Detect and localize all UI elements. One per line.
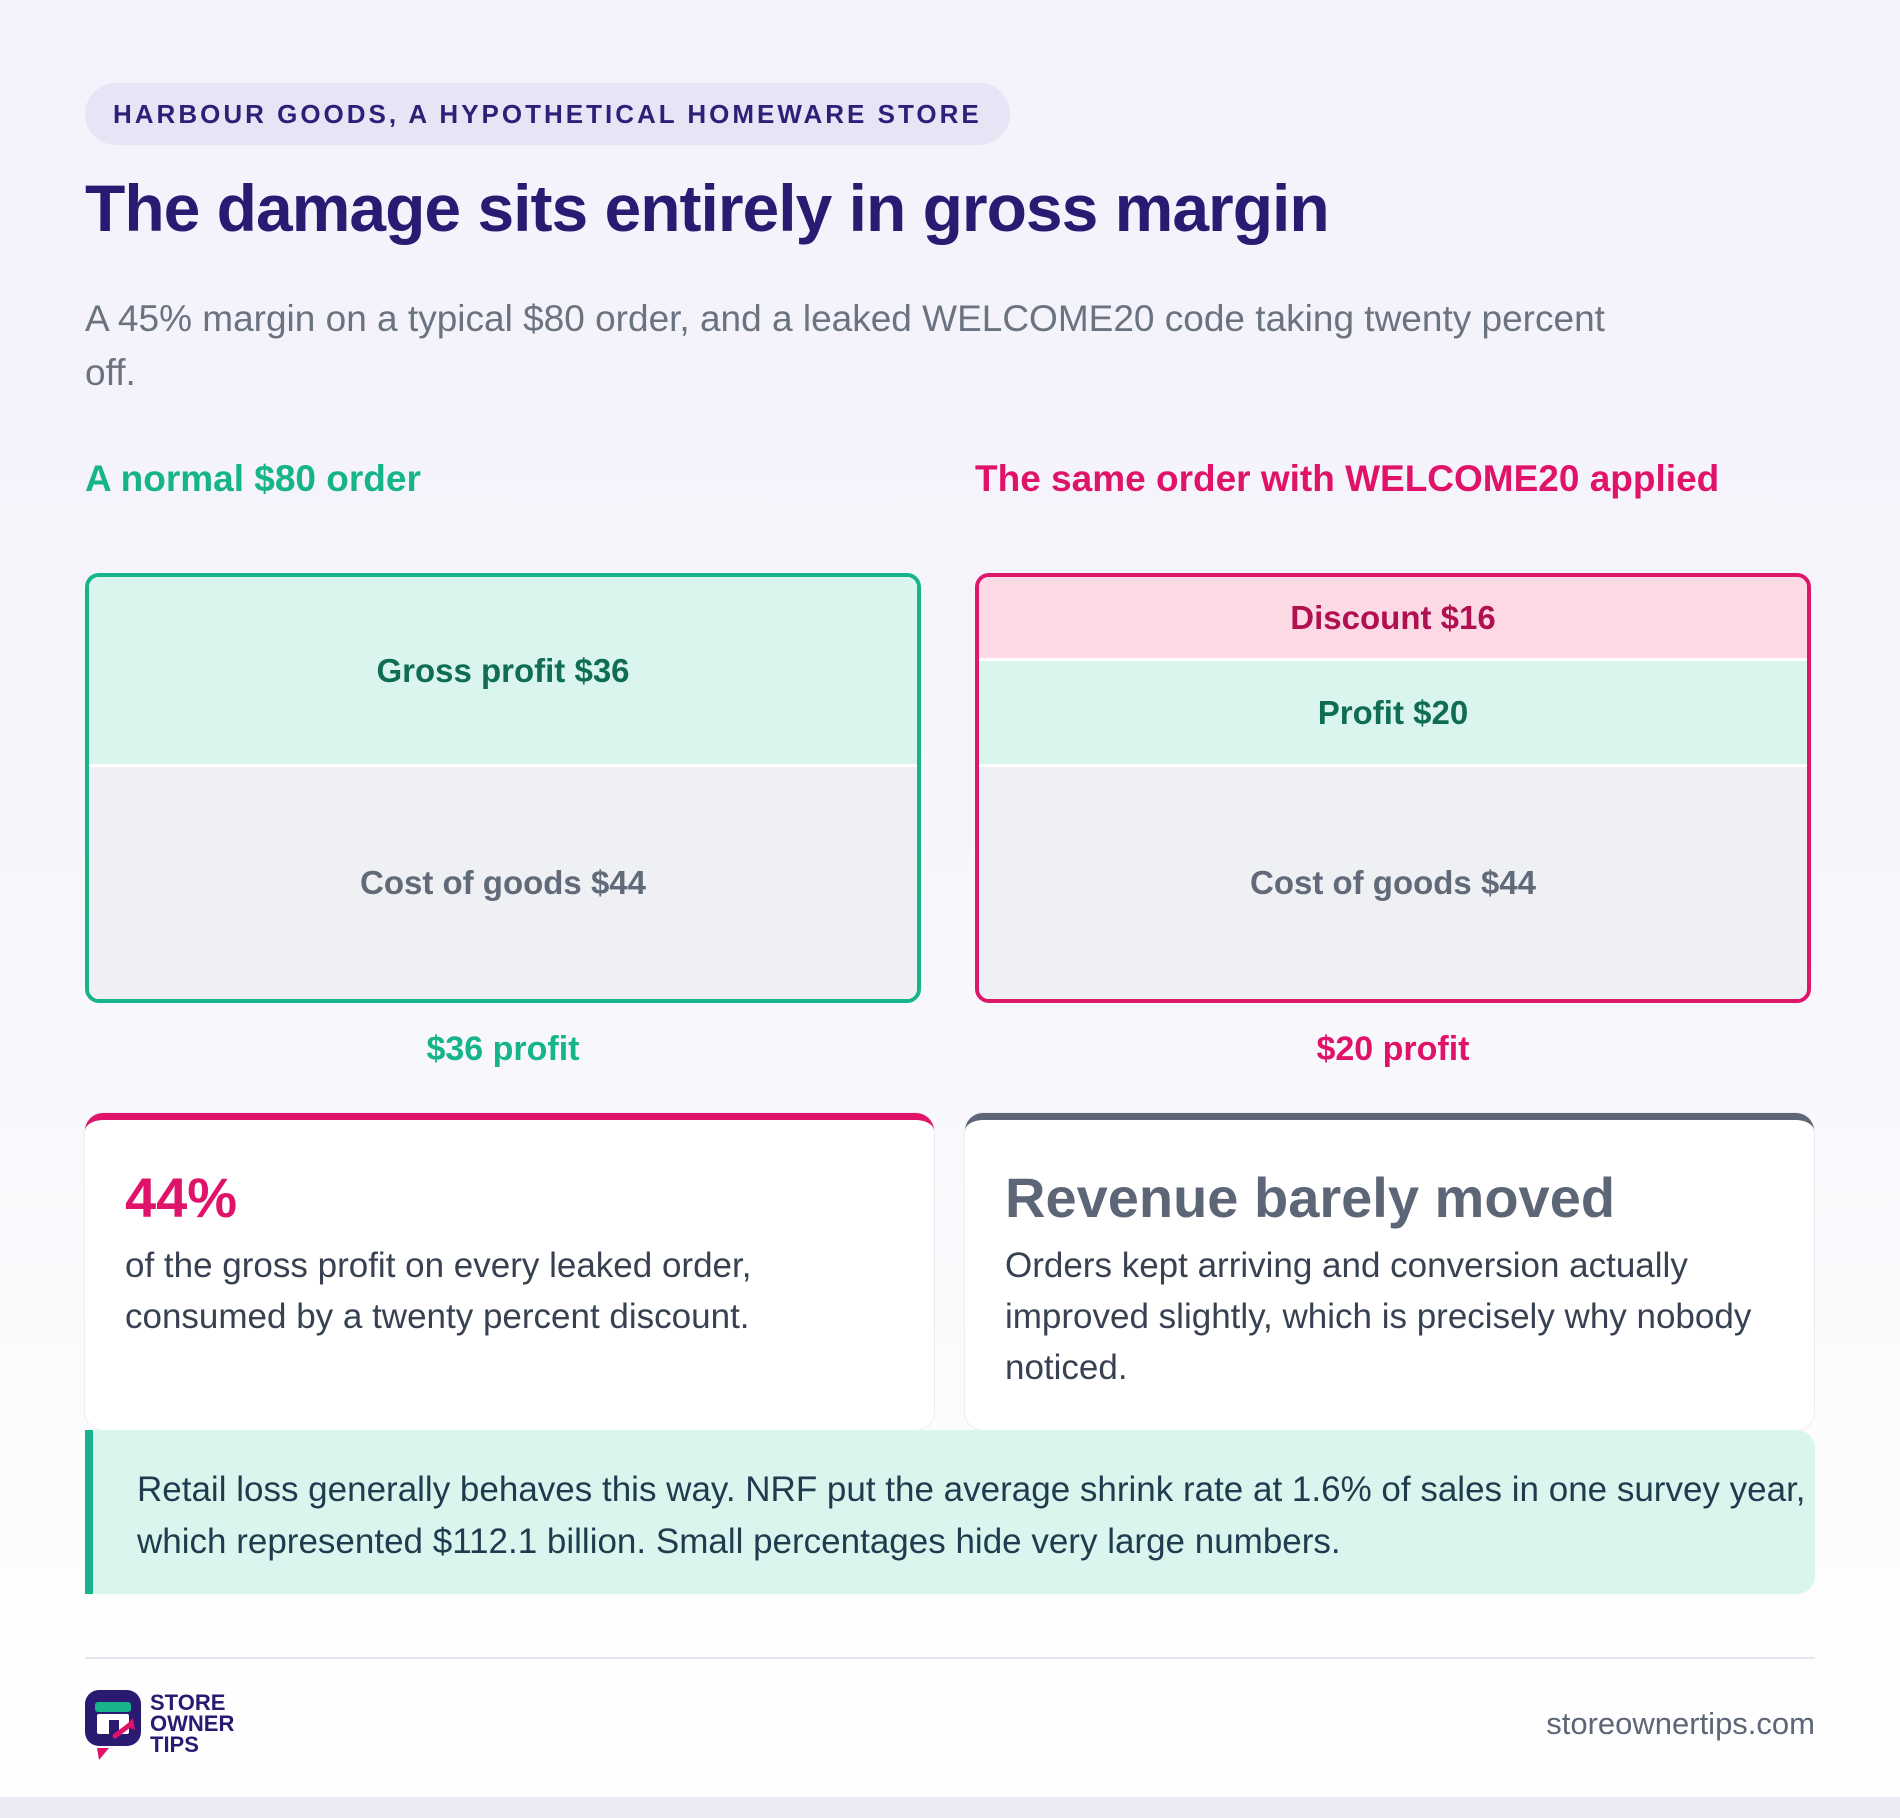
revenue-card: Revenue barely moved Orders kept arrivin… xyxy=(965,1113,1814,1430)
logo-line: TIPS xyxy=(150,1732,199,1757)
stat-text: of the gross profit on every leaked orde… xyxy=(125,1246,752,1336)
site-link[interactable]: storeownertips.com xyxy=(1546,1706,1815,1741)
page-title: The damage sits entirely in gross margin xyxy=(85,171,1330,245)
logo-line: STORE xyxy=(150,1690,226,1715)
normal-order-heading: A normal $80 order xyxy=(85,458,421,499)
normal-profit-caption: $36 profit xyxy=(426,1030,580,1068)
bottom-strip xyxy=(0,1797,1900,1818)
stat-card: 44% of the gross profit on every leaked … xyxy=(85,1113,934,1430)
revenue-text: Orders kept arriving and conversion actu… xyxy=(1005,1246,1752,1387)
store-owner-tips-logo-icon xyxy=(85,1690,141,1760)
discount-label: Discount $16 xyxy=(1290,598,1496,636)
callout-note: Retail loss generally behaves this way. … xyxy=(85,1430,1815,1594)
revenue-heading: Revenue barely moved xyxy=(1005,1166,1616,1229)
discounted-order-bar: Discount $16 Profit $20 Cost of goods $4… xyxy=(975,573,1811,1003)
discounted-profit-label: Profit $20 xyxy=(1317,693,1469,731)
normal-order-bar: Gross profit $36 Cost of goods $44 xyxy=(85,573,921,1003)
page-subtitle: A 45% margin on a typical $80 order, and… xyxy=(85,298,1605,393)
eyebrow-pill: HARBOUR GOODS, A HYPOTHETICAL HOMEWARE S… xyxy=(85,83,1010,145)
discounted-profit-caption: $20 profit xyxy=(1316,1030,1470,1068)
discounted-cost-of-goods-label: Cost of goods $44 xyxy=(1249,864,1537,901)
discounted-order-heading: The same order with WELCOME20 applied xyxy=(975,458,1720,499)
discounted-cost-of-goods-segment: Cost of goods $44 xyxy=(979,767,1807,999)
stat-number: 44% xyxy=(125,1166,238,1229)
logo-wordmark: STORE OWNER TIPS xyxy=(150,1690,235,1757)
normal-gross-profit-label: Gross profit $36 xyxy=(376,651,630,689)
normal-cost-of-goods-segment: Cost of goods $44 xyxy=(89,767,917,999)
normal-cost-of-goods-label: Cost of goods $44 xyxy=(359,864,647,901)
discount-segment: Discount $16 xyxy=(979,577,1807,661)
footer-divider xyxy=(85,1657,1815,1659)
logo-line: OWNER xyxy=(150,1711,235,1736)
discounted-profit-segment: Profit $20 xyxy=(979,661,1807,767)
normal-gross-profit-segment: Gross profit $36 xyxy=(89,577,917,767)
